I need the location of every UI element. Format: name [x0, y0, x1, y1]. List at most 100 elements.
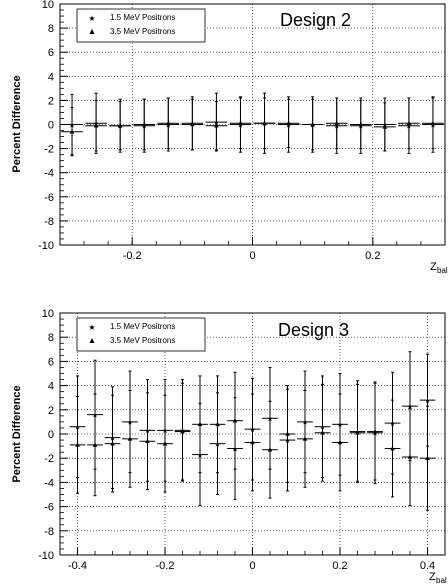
triangle-marker — [215, 421, 220, 427]
data-point-3-5-mev — [157, 97, 180, 150]
triangle-marker — [238, 120, 243, 126]
legend-marker-star: ★ — [88, 323, 95, 332]
y-tick-label: -8 — [44, 216, 54, 228]
data-point-3-5-mev — [69, 395, 86, 494]
x-axis-label-sub: bal — [436, 576, 447, 585]
data-point-3-5-mev — [402, 408, 418, 506]
data-point-3-5-mev — [422, 97, 444, 150]
y-tick-label: 0 — [48, 429, 54, 441]
y-tick-label: 2 — [48, 405, 54, 417]
data-point-3-5-mev — [277, 98, 300, 148]
x-tick-label: -0.4 — [68, 560, 87, 572]
data-point-3-5-mev — [419, 405, 436, 511]
y-tick-label: -4 — [44, 168, 54, 180]
data-point-3-5-mev — [87, 393, 103, 497]
data-marks: ★★★★★★★★★★★★★★★★★★★★★ — [69, 351, 436, 511]
y-axis-label: Percent Difference — [11, 385, 23, 482]
triangle-marker — [406, 120, 412, 126]
data-point-3-5-mev — [301, 98, 324, 151]
x-tick-label: 0 — [249, 250, 255, 262]
y-tick-label: -6 — [44, 192, 54, 204]
triangle-marker — [214, 123, 219, 128]
x-axis-label-sub: bal — [437, 266, 448, 275]
y-tick-label: -10 — [38, 240, 54, 252]
triangle-marker — [355, 430, 360, 435]
triangle-marker — [141, 121, 147, 127]
triangle-marker — [110, 441, 115, 446]
x-tick-label: 0.2 — [332, 560, 347, 572]
data-point-3-5-mev — [122, 389, 138, 488]
data-point-3-5-mev — [262, 400, 278, 499]
legend: ★ 1.5 MeV Positrons 3.5 MeV Positrons — [76, 8, 206, 43]
y-tick-label: 8 — [48, 23, 54, 35]
x-tick-label: 0 — [249, 560, 255, 572]
axes-ticks: -10 -8 -6 -4 -2 0 2 4 6 8 10 -0.4 -0.2 0 0.2 0.4 — [38, 308, 446, 572]
data-point-3-5-mev — [109, 101, 131, 151]
triangle-marker — [372, 428, 378, 434]
data-point-3-5-mev — [349, 99, 372, 150]
y-tick-label: 10 — [42, 308, 54, 320]
triangle-marker — [310, 121, 315, 127]
triangle-marker — [390, 445, 395, 451]
y-tick-label: 8 — [48, 332, 54, 344]
legend-marker-triangle — [89, 29, 95, 34]
data-point-3-5-mev — [227, 371, 243, 470]
triangle-marker — [358, 121, 364, 127]
grid-lines — [60, 4, 445, 245]
data-point-3-5-mev — [332, 393, 348, 492]
data-point-3-5-mev — [139, 392, 156, 491]
triangle-marker — [93, 123, 99, 128]
axes-ticks: -10 -8 -6 -4 -2 0 2 4 6 8 10 -0.2 0 0.2 — [38, 0, 446, 262]
triangle-marker — [69, 129, 75, 134]
data-point-3-5-mev — [85, 99, 107, 152]
data-point-3-5-mev — [398, 97, 420, 150]
data-point-3-5-mev — [374, 102, 396, 152]
y-tick-label: -6 — [44, 502, 54, 514]
y-axis-label: Percent Difference — [11, 75, 23, 172]
y-tick-label: 6 — [48, 47, 54, 59]
x-axis-label-main: Z — [429, 571, 436, 583]
data-marks: ★★★★★★★★★★★★★★★★ — [61, 92, 444, 157]
x-tick-label: -0.2 — [123, 250, 142, 262]
y-tick-label: 4 — [48, 71, 54, 83]
data-point-3-5-mev — [229, 97, 252, 150]
data-point-3-5-mev — [157, 394, 173, 493]
legend-label-1-5-mev: 1.5 MeV Positrons — [110, 322, 175, 331]
triangle-marker — [127, 436, 133, 441]
triangle-marker — [262, 120, 267, 126]
triangle-marker — [334, 120, 340, 126]
triangle-marker — [180, 428, 185, 434]
panel-title: Design 3 — [278, 320, 349, 340]
triangle-marker — [190, 121, 195, 127]
data-point-3-5-mev — [205, 101, 228, 151]
triangle-marker — [382, 124, 388, 129]
x-axis-label: Z bal — [429, 571, 447, 585]
x-axis-label-main: Z — [430, 261, 437, 273]
data-point-3-5-mev — [174, 382, 191, 481]
data-point-3-5-mev — [244, 393, 261, 492]
star-marker: ★ — [407, 403, 413, 411]
triangle-marker — [430, 120, 436, 126]
y-tick-label: -2 — [44, 144, 54, 156]
panel-title: Design 2 — [280, 10, 351, 30]
data-point-3-5-mev — [104, 394, 121, 493]
legend-label-3-5-mev: 3.5 MeV Positrons — [110, 336, 175, 345]
x-tick-label: -0.2 — [156, 560, 175, 572]
data-point-3-5-mev — [314, 383, 331, 482]
data-point-3-5-mev — [253, 97, 276, 150]
x-axis-label: Z bal — [430, 261, 448, 275]
data-point-3-5-mev — [349, 383, 366, 482]
triangle-marker — [165, 120, 171, 126]
triangle-marker — [267, 447, 273, 452]
triangle-marker — [320, 430, 325, 435]
data-point-3-5-mev — [367, 382, 383, 481]
legend-label-1-5-mev: 1.5 MeV Positrons — [110, 13, 175, 22]
triangle-marker — [232, 418, 238, 423]
y-tick-label: -10 — [38, 550, 54, 562]
legend-box — [76, 8, 206, 43]
data-point-3-5-mev — [61, 107, 83, 157]
data-point-3-5-mev — [133, 98, 156, 151]
y-tick-label: 2 — [48, 95, 54, 107]
